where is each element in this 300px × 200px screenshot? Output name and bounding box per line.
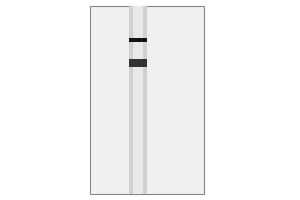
Text: 11: 11 (111, 135, 124, 145)
Text: m.Neuro-2a: m.Neuro-2a (116, 7, 178, 17)
Text: 17: 17 (111, 104, 124, 114)
Text: 28: 28 (111, 70, 124, 80)
Text: 36: 36 (111, 58, 124, 68)
